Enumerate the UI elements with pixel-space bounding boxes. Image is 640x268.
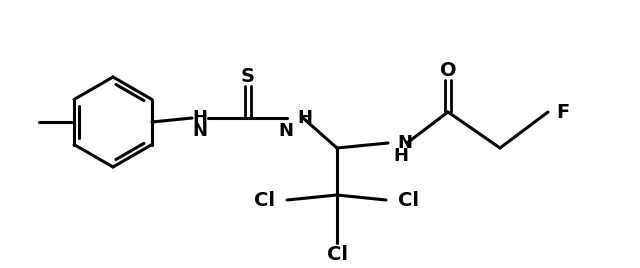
Text: H: H — [394, 147, 408, 165]
Text: Cl: Cl — [326, 245, 348, 265]
Text: Cl: Cl — [398, 191, 419, 210]
Text: N: N — [193, 122, 207, 140]
Text: S: S — [241, 66, 255, 85]
Text: N: N — [278, 122, 293, 140]
Text: O: O — [440, 61, 456, 80]
Text: H: H — [193, 109, 207, 127]
Text: H: H — [297, 109, 312, 127]
Text: F: F — [556, 102, 569, 121]
Text: Cl: Cl — [254, 191, 275, 210]
Text: N: N — [397, 134, 412, 152]
